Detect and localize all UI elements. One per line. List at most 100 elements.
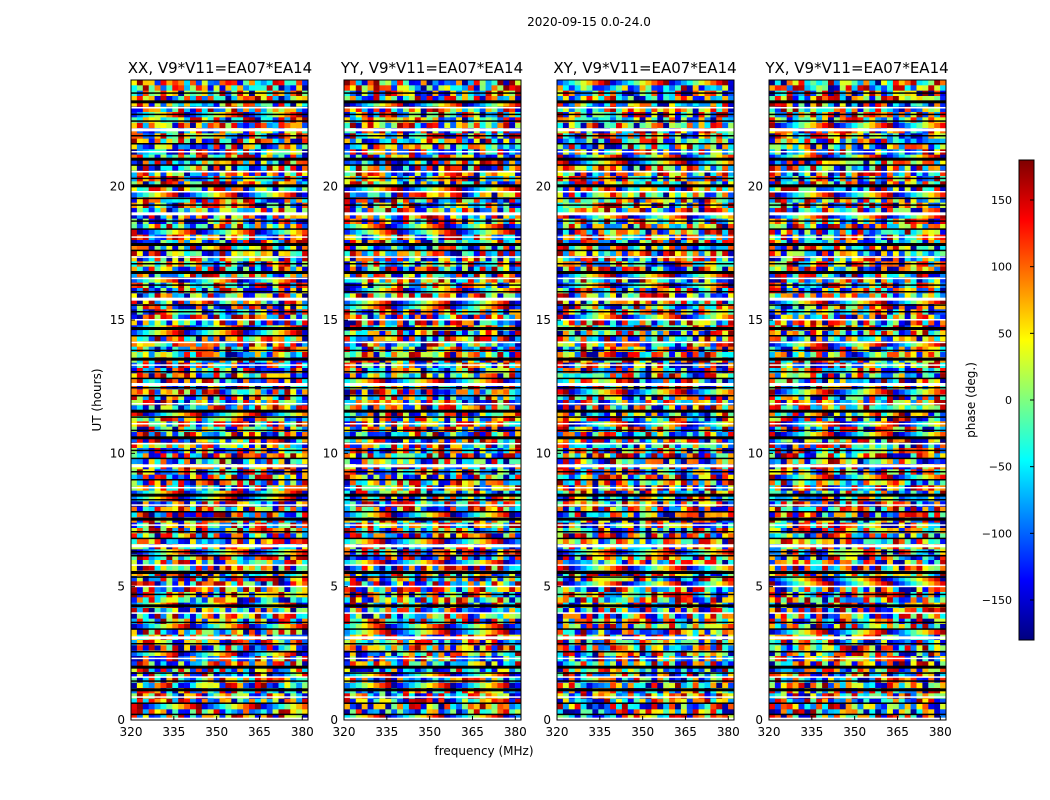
- phase-cell: [142, 197, 149, 203]
- phase-cell: [249, 122, 256, 129]
- phase-cell: [272, 714, 279, 721]
- phase-cell: [178, 138, 185, 145]
- phase-cell: [302, 320, 309, 326]
- phase-cell: [408, 208, 416, 214]
- phase-cell: [254, 154, 262, 161]
- phase-cell: [136, 698, 144, 705]
- phase-cell: [302, 677, 309, 683]
- phase-cell: [178, 250, 185, 257]
- phase-cell: [260, 165, 267, 171]
- phase-cell: [249, 229, 256, 235]
- phase-cell: [201, 277, 208, 283]
- phase-cell: [296, 272, 303, 278]
- phase-cell: [272, 389, 279, 395]
- phase-cell: [397, 144, 404, 150]
- phase-cell: [272, 458, 279, 465]
- phase-cell: [178, 666, 185, 673]
- phase-cell: [254, 213, 262, 219]
- phase-cell: [172, 138, 179, 145]
- phase-cell: [485, 298, 492, 305]
- phase-cell: [485, 154, 492, 161]
- phase-cell: [131, 698, 138, 705]
- phase-cell: [231, 117, 238, 123]
- phase-cell: [290, 512, 297, 518]
- phase-cell: [207, 453, 214, 459]
- phase-cell: [272, 394, 279, 401]
- phase-cell: [438, 165, 445, 171]
- phase-cell: [131, 288, 138, 294]
- phase-cell: [290, 560, 297, 566]
- phase-cell: [136, 352, 144, 358]
- phase-cell: [344, 170, 351, 177]
- phase-cell: [367, 96, 374, 102]
- phase-cell: [473, 293, 480, 299]
- phase-cell: [195, 437, 203, 443]
- phase-cell: [219, 117, 226, 123]
- phase-cell: [219, 330, 226, 337]
- flagged-row: [131, 593, 308, 596]
- phase-cell: [426, 160, 433, 166]
- phase-cell: [148, 480, 155, 486]
- phase-cell: [266, 618, 273, 625]
- phase-cell: [154, 256, 161, 262]
- phase-cell: [266, 506, 273, 513]
- phase-cell: [444, 170, 451, 177]
- phase-cell: [160, 288, 167, 294]
- phase-cell: [142, 304, 149, 310]
- phase-cell: [243, 213, 250, 219]
- phase-cell: [260, 618, 267, 625]
- phase-cell: [260, 85, 267, 91]
- phase-cell: [302, 106, 309, 113]
- flagged-row: [131, 92, 308, 94]
- phase-cell: [467, 266, 475, 273]
- phase-cell: [219, 320, 226, 326]
- phase-cell: [266, 458, 273, 465]
- phase-cell: [260, 336, 267, 342]
- phase-cell: [201, 229, 208, 235]
- phase-cell: [302, 608, 309, 614]
- phase-cell: [243, 288, 250, 294]
- phase-cell: [136, 341, 144, 347]
- phase-cell: [166, 229, 173, 235]
- phase-cell: [237, 581, 244, 587]
- phase-cell: [131, 314, 138, 321]
- phase-cell: [231, 650, 238, 657]
- phase-cell: [142, 677, 149, 683]
- phase-cell: [260, 197, 267, 203]
- phase-cell: [290, 293, 297, 299]
- flagged-row: [131, 409, 308, 413]
- phase-cell: [379, 80, 386, 86]
- phase-cell: [444, 85, 451, 91]
- phase-cell: [260, 373, 267, 379]
- phase-cell: [284, 160, 291, 166]
- phase-cell: [355, 160, 362, 166]
- phase-cell: [260, 320, 267, 326]
- phase-cell: [497, 197, 504, 203]
- phase-cell: [438, 154, 445, 161]
- phase-cell: [414, 85, 421, 91]
- phase-cell: [473, 192, 480, 198]
- phase-cell: [201, 437, 208, 443]
- phase-cell: [302, 581, 309, 587]
- phase-cell: [278, 144, 285, 150]
- phase-cell: [473, 181, 480, 187]
- phase-cell: [219, 581, 226, 587]
- phase-cell: [219, 208, 226, 214]
- phase-cell: [414, 256, 421, 262]
- phase-cell: [260, 101, 267, 107]
- phase-cell: [438, 298, 445, 305]
- phase-cell: [355, 192, 362, 198]
- phase-cell: [397, 170, 404, 177]
- phase-cell: [237, 629, 244, 635]
- phase-cell: [136, 80, 144, 86]
- phase-cell: [473, 266, 480, 273]
- phase-cell: [450, 245, 457, 251]
- phase-cell: [136, 714, 144, 721]
- phase-cell: [249, 384, 256, 390]
- phase-cell: [302, 389, 309, 395]
- phase-cell: [467, 80, 475, 86]
- phase-cell: [249, 442, 256, 449]
- phase-cell: [190, 560, 197, 566]
